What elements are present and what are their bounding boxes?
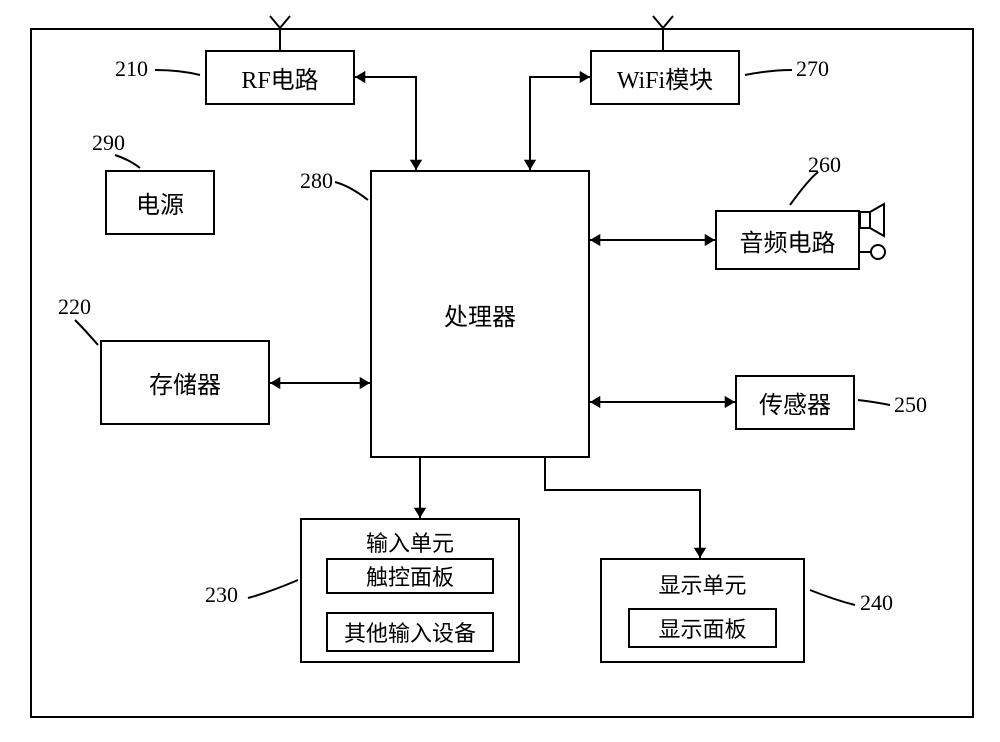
- diagram-frame: RF电路 WiFi模块 电源 处理器 音频电路 存储器 传感器 输入单元 触控面…: [0, 0, 1000, 742]
- connection-layer: [0, 0, 1000, 742]
